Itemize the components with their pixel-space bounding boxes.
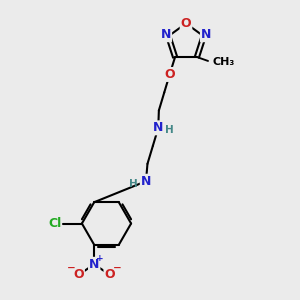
Text: N: N bbox=[161, 28, 171, 41]
Text: −: − bbox=[67, 263, 76, 273]
Text: O: O bbox=[73, 268, 84, 281]
Text: −: − bbox=[113, 263, 122, 273]
Text: O: O bbox=[181, 17, 191, 30]
Text: Cl: Cl bbox=[49, 217, 62, 230]
Text: N: N bbox=[153, 121, 164, 134]
Text: O: O bbox=[104, 268, 115, 281]
Text: H: H bbox=[165, 125, 174, 135]
Text: H: H bbox=[129, 178, 138, 189]
Text: O: O bbox=[164, 68, 175, 81]
Text: N: N bbox=[141, 175, 151, 188]
Text: +: + bbox=[96, 254, 104, 263]
Text: N: N bbox=[89, 258, 99, 271]
Text: N: N bbox=[201, 28, 211, 41]
Text: CH₃: CH₃ bbox=[212, 57, 235, 68]
